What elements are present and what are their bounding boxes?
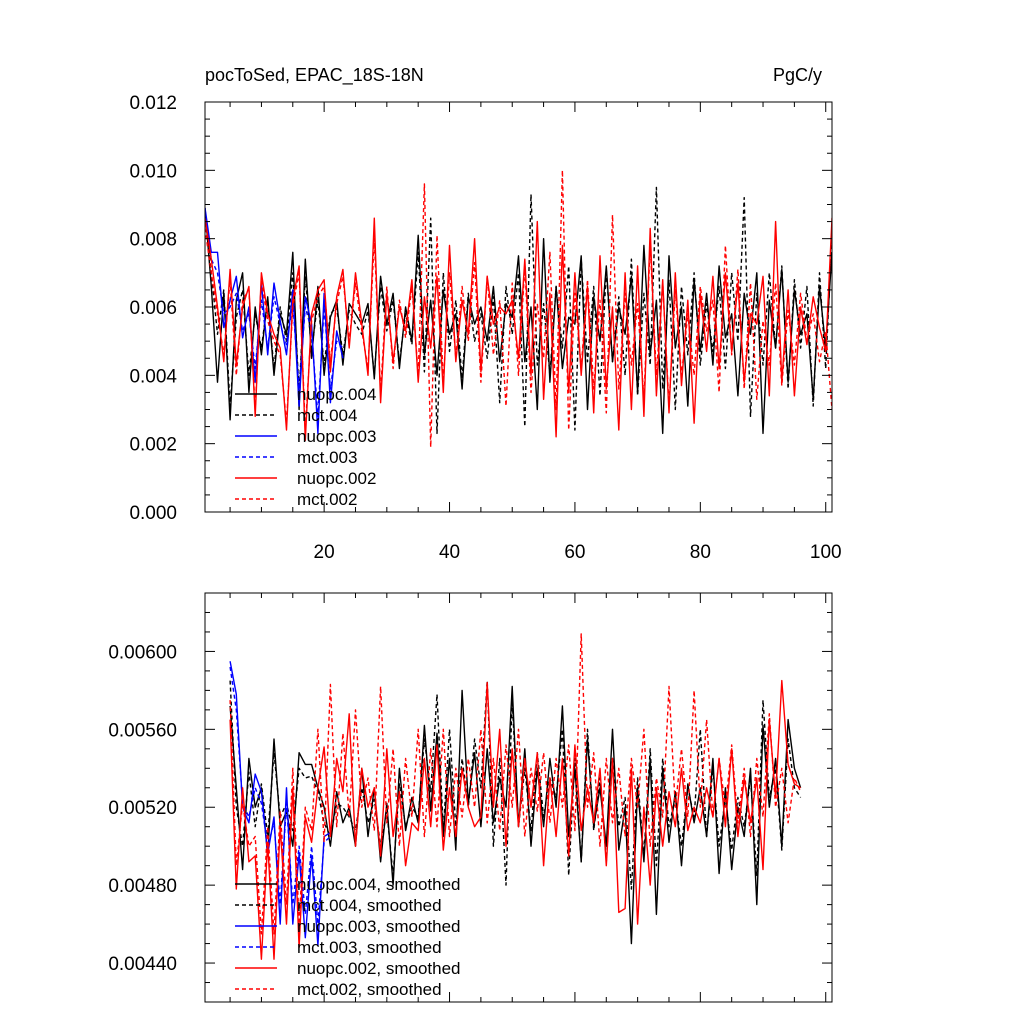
bottom-series-line-nuopc-002-smoothed [229,679,801,960]
top-x-tick-label: 20 [314,542,335,563]
chart-title: pocToSed, EPAC_18S-18N [205,65,424,86]
bottom-legend-label: mct.004, smoothed [297,896,442,915]
top-series-line-mct-002 [205,169,832,448]
top-legend-label: nuopc.004 [297,385,376,404]
top-x-tick-label: 100 [810,542,842,563]
top-x-tick-label: 80 [690,542,711,563]
top-legend-label: mct.004 [297,406,357,425]
bottom-y-tick-label: 0.00440 [108,954,177,975]
bottom-y-tick-label: 0.00600 [108,642,177,663]
top-y-tick-label: 0.012 [129,93,177,114]
bottom-y-tick-label: 0.00480 [108,876,177,897]
top-y-tick-label: 0.002 [129,435,177,456]
top-series-line-mct-003 [205,211,344,417]
bottom-legend-label: nuopc.002, smoothed [297,959,461,978]
top-y-tick-label: 0.008 [129,230,177,251]
top-y-tick-label: 0.004 [129,366,177,387]
units-label: PgC/y [773,65,822,85]
bottom-y-tick-label: 0.00560 [108,720,177,741]
top-legend-label: nuopc.003 [297,427,376,446]
bottom-legend-label: mct.003, smoothed [297,938,442,957]
top-series-line-nuopc-004 [205,207,832,435]
top-y-tick-label: 0.000 [129,503,177,524]
top-legend-label: mct.003 [297,448,357,467]
top-y-tick-label: 0.010 [129,161,177,182]
bottom-series-line-mct-003-smoothed [229,666,331,925]
bottom-plot-frame [204,592,833,1003]
top-y-tick-label: 0.006 [129,298,177,319]
bottom-legend-label: nuopc.004, smoothed [297,875,461,894]
bottom-series-line-nuopc-003-smoothed [229,661,331,947]
top-legend-label: nuopc.002 [297,469,376,488]
bottom-legend-label: mct.002, smoothed [297,980,442,999]
top-x-tick-label: 40 [439,542,460,563]
bottom-y-tick-label: 0.00520 [108,798,177,819]
bottom-legend-label: nuopc.003, smoothed [297,917,461,936]
bottom-panel: 0.00440 0.00480 0.00520 0.00560 0.00600 nuopc… [108,592,833,1003]
bottom-series-line-mct-002-smoothed [229,633,802,935]
top-legend-label: mct.002 [297,490,357,509]
top-x-tick-label: 60 [564,542,585,563]
top-panel: pocToSed, EPAC_18S-18N PgC/y 0.000 0.002 0… [129,65,842,563]
